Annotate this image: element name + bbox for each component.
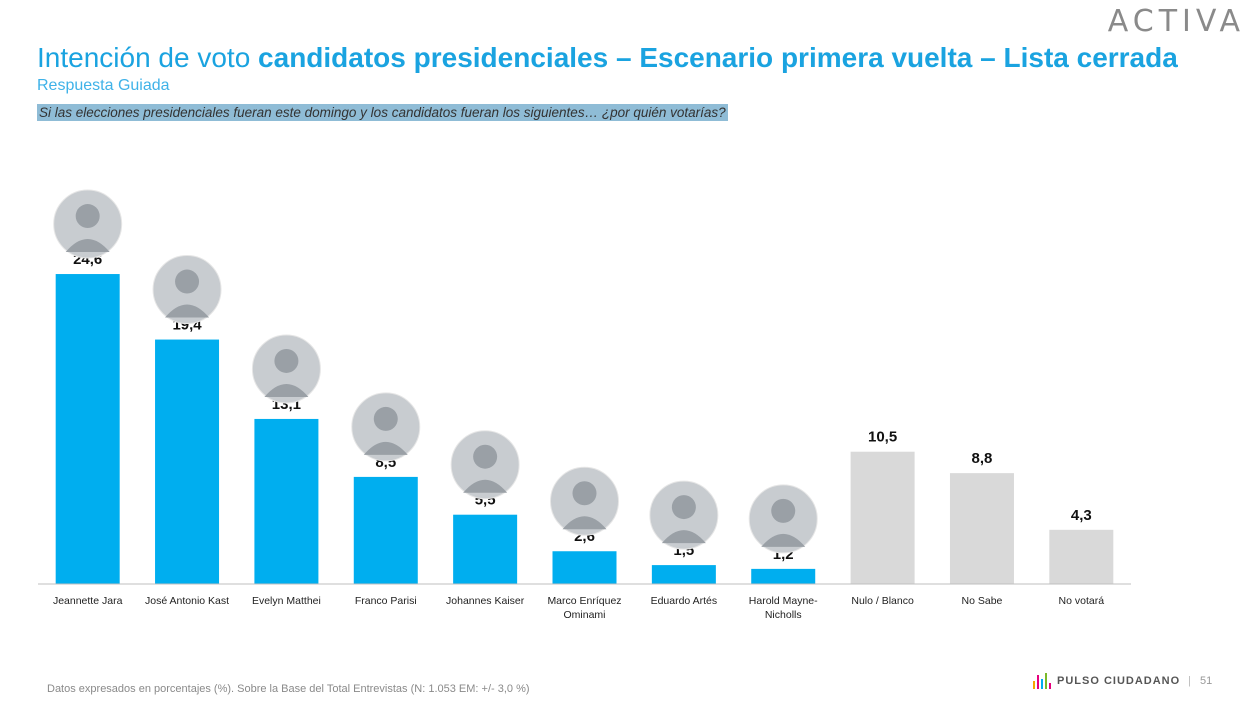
candidate-photo-body-0 xyxy=(65,239,110,253)
category-label-1: José Antonio Kast xyxy=(145,595,229,607)
bar-4 xyxy=(453,514,518,584)
candidate-photo-body-6 xyxy=(661,530,706,544)
category-label-5-1: Ominami xyxy=(563,609,605,621)
bar-3 xyxy=(353,476,418,584)
category-label-8: Nulo / Blanco xyxy=(851,595,914,607)
category-label-10: No votará xyxy=(1059,595,1105,607)
category-label-7-0: Harold Mayne- xyxy=(749,595,818,607)
candidate-photo-head-3 xyxy=(373,406,398,431)
candidate-photo-head-4 xyxy=(473,444,498,469)
brand-separator: | xyxy=(1188,675,1193,687)
page-number: 51 xyxy=(1200,675,1213,687)
category-label-3: Franco Parisi xyxy=(355,595,417,607)
bar-6 xyxy=(651,565,716,584)
category-label-6: Eduardo Artés xyxy=(651,595,718,607)
candidate-photo-body-2 xyxy=(264,383,309,397)
candidate-photo-head-1 xyxy=(175,269,200,294)
candidate-photo-body-4 xyxy=(463,479,508,493)
category-label-0: Jeannette Jara xyxy=(53,595,123,607)
candidate-photo-head-6 xyxy=(671,495,696,520)
pulso-ciudadano-brand: PULSO CIUDADANO | 51 xyxy=(1033,673,1212,689)
category-label-7-1: Nicholls xyxy=(765,609,802,621)
candidate-photo-body-5 xyxy=(562,516,607,530)
category-label-9: No Sabe xyxy=(962,595,1003,607)
survey-question: Si las elecciones presidenciales fueran … xyxy=(37,104,728,121)
value-label-10: 4,3 xyxy=(1071,507,1092,524)
candidate-photo-head-2 xyxy=(274,348,299,373)
candidate-photo-head-0 xyxy=(75,204,100,229)
candidate-photo-body-1 xyxy=(165,304,210,318)
brand-name: PULSO CIUDADANO xyxy=(1057,675,1181,687)
bar-8 xyxy=(850,451,915,584)
bar-5 xyxy=(552,551,617,584)
bar-9 xyxy=(949,473,1014,584)
bar-1 xyxy=(155,339,220,584)
footnote: Datos expresados en porcentajes (%). Sob… xyxy=(47,683,530,695)
candidate-photo-head-5 xyxy=(572,481,597,506)
activa-logo: ACTIVA xyxy=(1107,4,1245,39)
bar-7 xyxy=(751,568,816,584)
candidate-photo-body-7 xyxy=(761,533,806,547)
category-label-5-0: Marco Enríquez xyxy=(547,595,621,607)
pulso-bars-icon xyxy=(1033,673,1051,689)
bar-2 xyxy=(254,418,319,584)
subtitle: Respuesta Guiada xyxy=(37,77,170,94)
category-label-4: Johannes Kaiser xyxy=(446,595,525,607)
title-light: Intención de voto xyxy=(37,42,259,73)
bar-10 xyxy=(1049,529,1114,584)
title-bold: candidatos presidenciales – Escenario pr… xyxy=(258,42,1178,73)
value-label-9: 8,8 xyxy=(972,450,993,467)
value-label-8: 10,5 xyxy=(868,429,897,446)
candidate-photo-head-7 xyxy=(771,498,796,523)
page-title: Intención de voto candidatos presidencia… xyxy=(37,42,1178,74)
bar-0 xyxy=(55,274,120,584)
category-label-2: Evelyn Matthei xyxy=(252,595,321,607)
candidate-photo-body-3 xyxy=(363,441,408,455)
